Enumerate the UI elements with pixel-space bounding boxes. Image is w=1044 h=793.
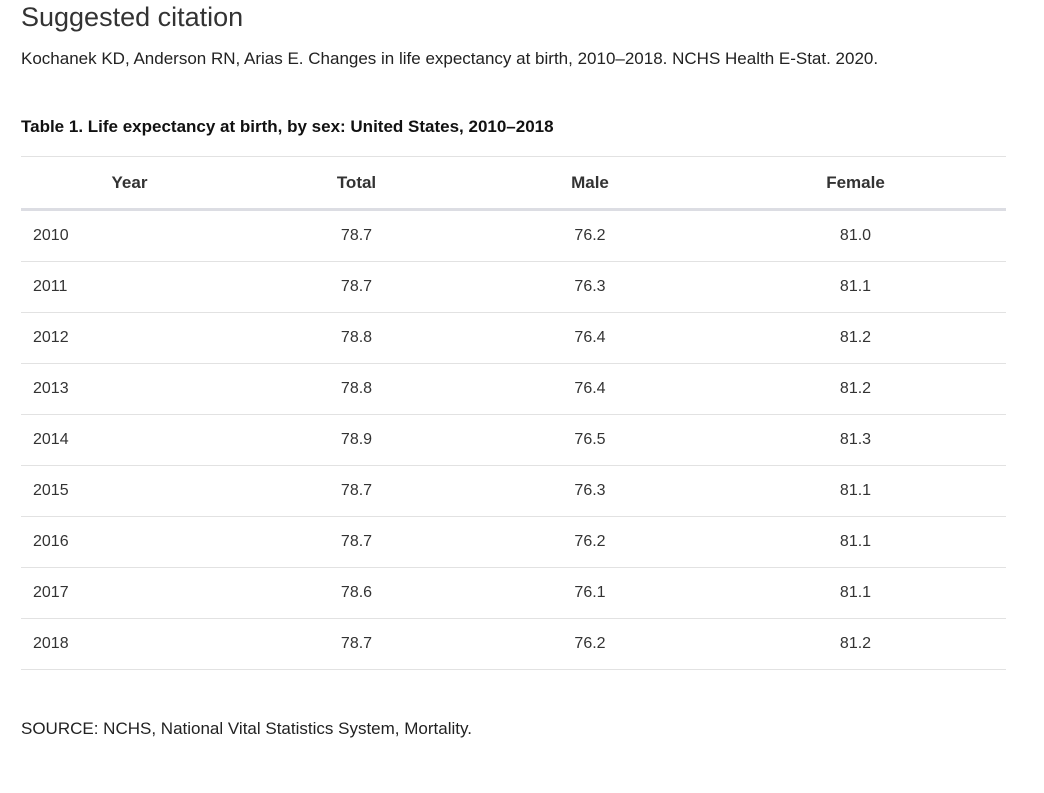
year-cell: 2018 bbox=[21, 618, 238, 670]
column-header-male: Male bbox=[475, 156, 705, 211]
table-row: 2013 78.8 76.4 81.2 bbox=[21, 363, 1006, 415]
female-cell: 81.2 bbox=[705, 363, 1006, 415]
male-cell: 76.4 bbox=[475, 363, 705, 415]
table-row: 2016 78.7 76.2 81.1 bbox=[21, 516, 1006, 568]
male-cell: 76.2 bbox=[475, 618, 705, 670]
total-cell: 78.9 bbox=[238, 414, 475, 466]
total-cell: 78.7 bbox=[238, 516, 475, 568]
section-heading: Suggested citation bbox=[21, 2, 244, 32]
male-cell: 76.3 bbox=[475, 261, 705, 313]
year-cell: 2011 bbox=[21, 261, 238, 313]
female-cell: 81.0 bbox=[705, 209, 1006, 262]
table-row: 2011 78.7 76.3 81.1 bbox=[21, 261, 1006, 313]
total-cell: 78.7 bbox=[238, 618, 475, 670]
male-cell: 76.2 bbox=[475, 516, 705, 568]
table-row: 2015 78.7 76.3 81.1 bbox=[21, 465, 1006, 517]
year-cell: 2016 bbox=[21, 516, 238, 568]
table-header: Year Total Male Female bbox=[21, 156, 1006, 211]
female-cell: 81.2 bbox=[705, 618, 1006, 670]
total-cell: 78.7 bbox=[238, 209, 475, 262]
male-cell: 76.1 bbox=[475, 567, 705, 619]
table-row: 2014 78.9 76.5 81.3 bbox=[21, 414, 1006, 466]
table-row: 2017 78.6 76.1 81.1 bbox=[21, 567, 1006, 619]
table-row: 2018 78.7 76.2 81.2 bbox=[21, 618, 1006, 670]
column-header-year: Year bbox=[21, 156, 238, 211]
header-row: Year Total Male Female bbox=[21, 156, 1006, 211]
female-cell: 81.2 bbox=[705, 312, 1006, 364]
total-cell: 78.6 bbox=[238, 567, 475, 619]
year-cell: 2017 bbox=[21, 567, 238, 619]
total-cell: 78.8 bbox=[238, 312, 475, 364]
life-expectancy-table: Year Total Male Female 2010 78.7 76.2 81… bbox=[21, 156, 1006, 670]
female-cell: 81.1 bbox=[705, 465, 1006, 517]
table-body: 2010 78.7 76.2 81.0 2011 78.7 76.3 81.1 … bbox=[21, 209, 1006, 670]
year-cell: 2010 bbox=[21, 209, 238, 262]
male-cell: 76.5 bbox=[475, 414, 705, 466]
total-cell: 78.8 bbox=[238, 363, 475, 415]
year-cell: 2015 bbox=[21, 465, 238, 517]
female-cell: 81.1 bbox=[705, 567, 1006, 619]
year-cell: 2012 bbox=[21, 312, 238, 364]
table-title: Table 1. Life expectancy at birth, by se… bbox=[21, 117, 554, 136]
male-cell: 76.3 bbox=[475, 465, 705, 517]
year-cell: 2014 bbox=[21, 414, 238, 466]
table-row: 2012 78.8 76.4 81.2 bbox=[21, 312, 1006, 364]
male-cell: 76.4 bbox=[475, 312, 705, 364]
total-cell: 78.7 bbox=[238, 261, 475, 313]
total-cell: 78.7 bbox=[238, 465, 475, 517]
male-cell: 76.2 bbox=[475, 209, 705, 262]
year-cell: 2013 bbox=[21, 363, 238, 415]
column-header-total: Total bbox=[238, 156, 475, 211]
female-cell: 81.1 bbox=[705, 261, 1006, 313]
table-row: 2010 78.7 76.2 81.0 bbox=[21, 209, 1006, 262]
female-cell: 81.1 bbox=[705, 516, 1006, 568]
column-header-female: Female bbox=[705, 156, 1006, 211]
source-note: SOURCE: NCHS, National Vital Statistics … bbox=[21, 719, 472, 738]
citation-text: Kochanek KD, Anderson RN, Arias E. Chang… bbox=[21, 49, 879, 68]
female-cell: 81.3 bbox=[705, 414, 1006, 466]
